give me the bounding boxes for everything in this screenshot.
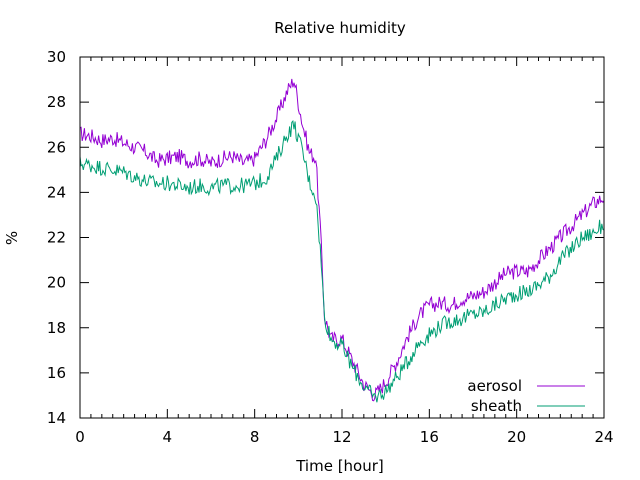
y-tick-label: 16 [47,364,66,382]
x-tick-label: 8 [250,428,260,446]
y-tick-label: 20 [47,274,66,292]
x-tick-label: 12 [332,428,351,446]
series-lines [79,78,605,403]
y-tick-label: 22 [47,229,66,247]
legend: aerosol sheath [467,377,585,415]
y-tick-label: 24 [47,183,66,201]
tick-labels: 0 4 8 12 16 20 24 14 16 18 20 22 24 26 28 30 [47,48,614,446]
y-tick-label: 28 [47,93,66,111]
y-tick-label: 14 [47,409,66,427]
plot-frame [79,56,605,419]
y-tick-label: 18 [47,319,66,337]
y-tick-label: 26 [47,138,66,156]
series-line-sheath [79,119,605,403]
x-tick-label: 20 [507,428,526,446]
chart-title: Relative humidity [274,19,406,37]
legend-label-aerosol: aerosol [467,377,522,395]
x-tick-label: 16 [420,428,439,446]
series-line-aerosol [79,78,605,402]
legend-label-sheath: sheath [471,397,522,415]
x-tick-label: 0 [75,428,85,446]
x-tick-label: 4 [163,428,173,446]
x-tick-label: 24 [594,428,613,446]
ticks [79,56,605,419]
y-axis-label: % [3,231,21,245]
x-axis-label: Time [hour] [295,457,384,475]
y-tick-label: 30 [47,48,66,66]
